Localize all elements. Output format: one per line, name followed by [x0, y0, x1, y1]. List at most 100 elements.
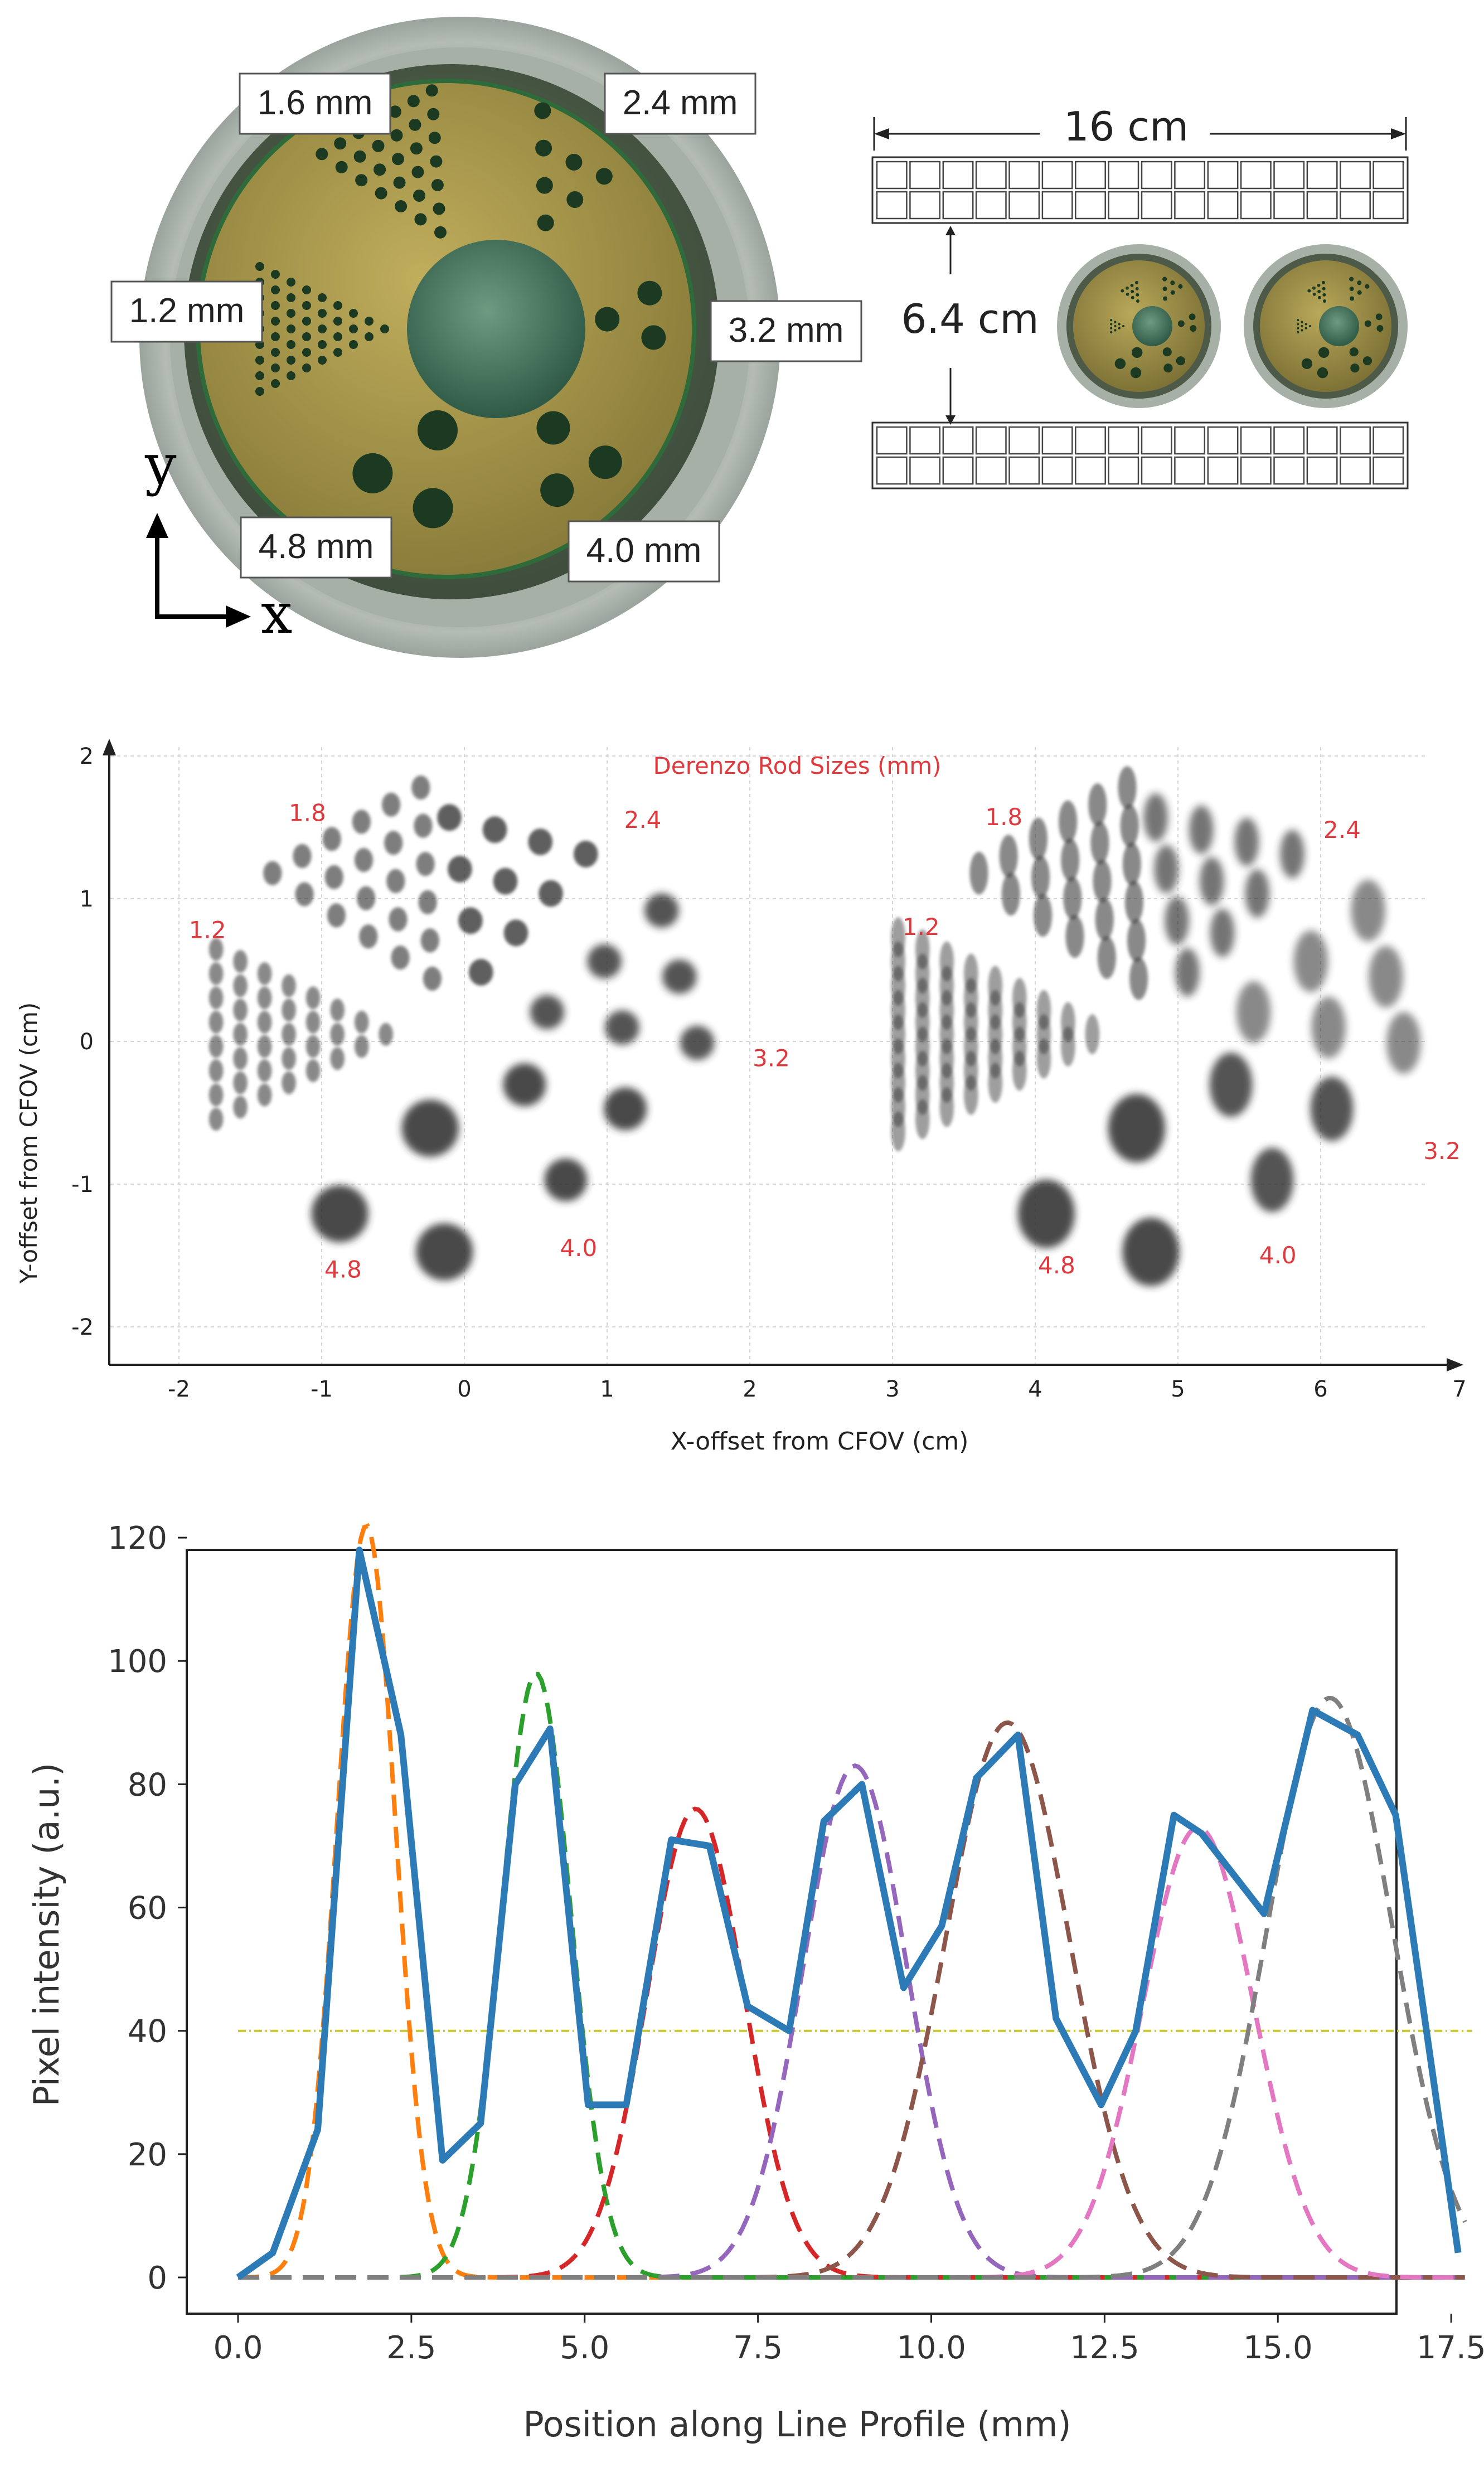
image-x-tick: -2 [168, 1376, 190, 1402]
phantom-photo [139, 17, 780, 658]
detector-crystal [876, 161, 908, 190]
phantom-rod [335, 161, 348, 173]
phantom-rod [537, 214, 554, 231]
reconstructed-rod [379, 1022, 393, 1046]
reconstructed-rod [1017, 1179, 1075, 1248]
reconstructed-rod [327, 903, 346, 928]
detector-crystal [1041, 456, 1073, 485]
reconstructed-rod [1061, 1026, 1075, 1067]
detector-panel-top [871, 156, 1409, 224]
profile-x-tick: 17.5 [1417, 2330, 1484, 2366]
phantom-rod [536, 177, 553, 194]
thumbnail-rod [1304, 327, 1307, 329]
reconstructed-rod [1120, 804, 1139, 847]
image-y-tick: -2 [71, 1315, 94, 1340]
reconstructed-rod [1090, 821, 1109, 865]
phantom-rod [255, 387, 264, 396]
phantom-rod [374, 163, 386, 176]
reconstructed-rod [416, 852, 435, 876]
thumbnail-rod [1301, 321, 1303, 323]
phantom-rod [414, 213, 427, 226]
profile-y-tick: 0 [147, 2260, 167, 2296]
thumbnail-rod [1110, 323, 1113, 326]
label-3-2-mm: 3.2 mm [729, 311, 844, 350]
scanner-schematic: 16 cm 6.4 cm [871, 103, 1409, 489]
detector-crystal [1373, 191, 1404, 220]
reconstructed-rod [330, 999, 345, 1022]
phantom-rod [365, 317, 374, 326]
axis-y-label: y [144, 432, 177, 497]
detector-crystal [1306, 426, 1338, 455]
detector-crystal [1108, 456, 1139, 485]
detector-crystal [1075, 456, 1106, 485]
thumbnail-rod [1163, 296, 1168, 301]
reconstructed-rod [233, 999, 248, 1022]
reconstructed-rod [1034, 894, 1053, 937]
rod-size-label: 1.2 [189, 916, 226, 943]
reconstructed-rod [354, 1010, 369, 1034]
profile-y-tick: 120 [108, 1520, 167, 1557]
phantom-rod [333, 301, 342, 310]
reconstructed-rod [448, 856, 472, 883]
phantom-rod [428, 132, 441, 144]
scanner-gap-label: 6.4 cm [901, 295, 1039, 342]
detector-crystal [1108, 191, 1139, 220]
reconstructed-rod [418, 890, 437, 914]
reconstructed-rod [1189, 805, 1214, 854]
phantom-labels: 1.6 mm 2.4 mm 1.2 mm 3.2 mm 4.8 mm 4.0 m… [110, 72, 862, 583]
reconstructed-rod [263, 861, 282, 885]
rod-size-label: 2.4 [624, 806, 662, 833]
reconstructed-rod [1311, 996, 1346, 1059]
reconstructed-rod [257, 1010, 272, 1034]
phantom-rod [588, 445, 622, 479]
thumbnail-rod [1297, 318, 1299, 322]
reconstructed-rod [311, 1185, 368, 1243]
reconstructed-rod [1036, 1038, 1051, 1079]
image-x-tick: 2 [743, 1376, 756, 1402]
reconstructed-rod [305, 986, 321, 1010]
reconstructed-rod [605, 1010, 639, 1045]
reconstructed-rod [528, 828, 552, 855]
panel-line-profile: 0.0 2.5 5.0 7.5 10.0 12.5 15.0 17.5 0 20 40 60 80 100… [0, 1500, 1484, 2470]
thumbnail-rod [1304, 323, 1307, 326]
detector-crystal [975, 456, 1007, 485]
phantom-rod [413, 190, 425, 202]
thumbnail-rod [1317, 367, 1328, 379]
detector-crystal [1108, 426, 1139, 455]
phantom-rod [271, 379, 280, 388]
reconstructed-rod [305, 1035, 321, 1058]
detector-crystal [1141, 426, 1172, 455]
reconstructed-rod [891, 1111, 905, 1152]
thumbnail-rod [1297, 331, 1299, 334]
reconstructed-rod [282, 999, 296, 1022]
phantom-rod [255, 371, 264, 380]
reconstructed-rod [1127, 919, 1146, 962]
reconstructed-rod [544, 1159, 588, 1201]
reconstructed-rod [1386, 1012, 1421, 1074]
reconstructed-rod [295, 882, 314, 907]
panel-phantom-and-scanner: 1.6 mm 2.4 mm 1.2 mm 3.2 mm 4.8 mm 4.0 m… [0, 0, 1484, 686]
reconstructed-rod [939, 1087, 954, 1127]
thumbnail-rod [1136, 293, 1139, 297]
thumbnail-rod [1114, 358, 1126, 370]
thumbnail-rod [1375, 313, 1383, 321]
profile-y-tick: 20 [128, 2137, 167, 2173]
rod-size-label: 3.2 [753, 1045, 790, 1072]
reconstructed-rod [1059, 800, 1078, 844]
reconstructed-rod [257, 1083, 272, 1107]
image-x-tick: 6 [1313, 1376, 1327, 1402]
y-axis-arrow [103, 739, 116, 755]
profile-x-tick: 7.5 [733, 2330, 783, 2366]
thumbnail-rod [1362, 356, 1372, 366]
phantom-rod [287, 278, 295, 287]
phantom-rod [353, 150, 366, 163]
profile-x-tick: 12.5 [1070, 2330, 1139, 2366]
reconstructed-rod [391, 946, 410, 970]
phantom-rod [333, 317, 342, 326]
phantom-rod [566, 191, 584, 208]
profile-x-tick: 0.0 [213, 2330, 263, 2366]
reconstructed-rod [282, 1022, 296, 1046]
rod-size-label: 4.0 [560, 1234, 597, 1262]
detector-crystal [1373, 426, 1404, 455]
phantom-rod [355, 174, 368, 187]
